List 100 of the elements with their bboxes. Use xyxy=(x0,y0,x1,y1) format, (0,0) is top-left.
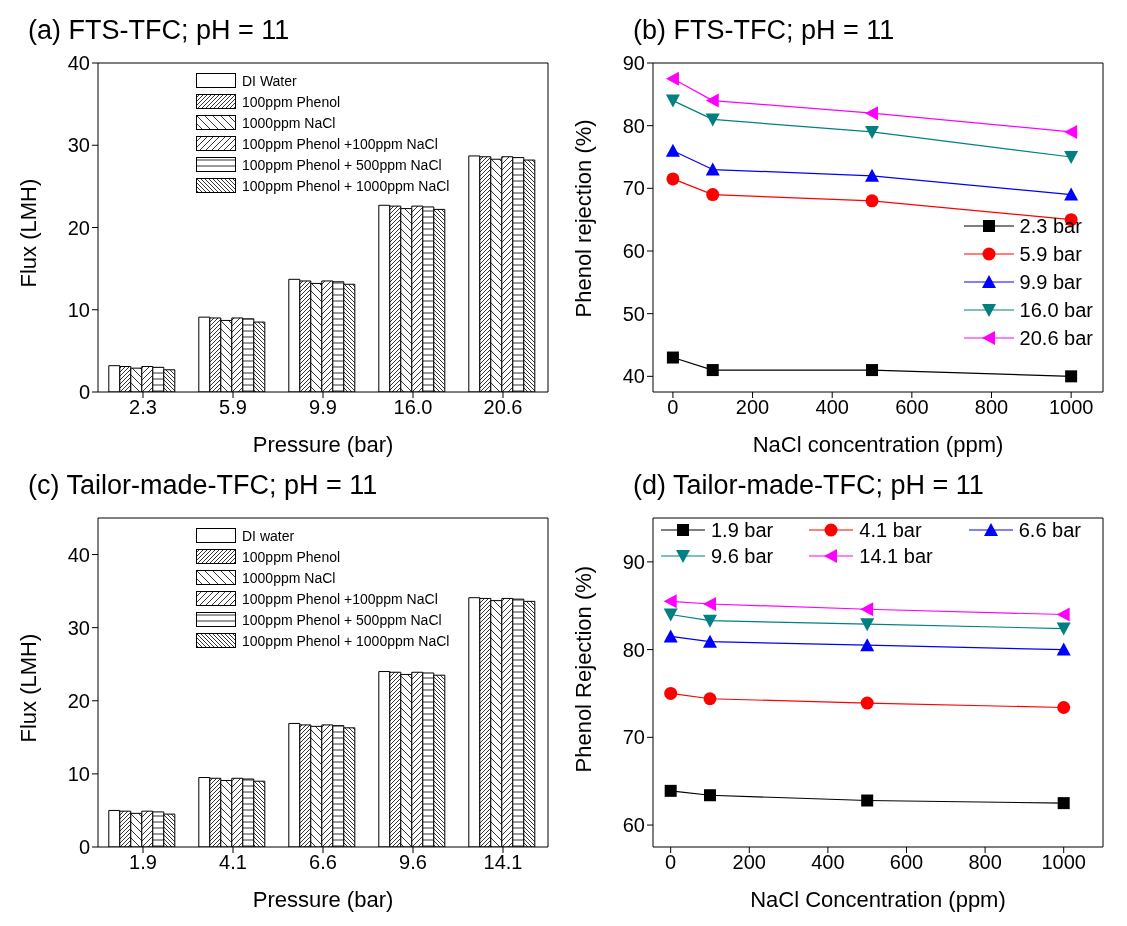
y-axis-title: Phenol rejection (%) xyxy=(570,119,596,318)
point xyxy=(705,113,720,127)
x-tick-label: 6.6 xyxy=(309,851,337,874)
point xyxy=(1056,642,1071,656)
legend-label: 100ppm Phenol xyxy=(242,93,341,110)
point xyxy=(702,634,717,648)
x-tick-label: 800 xyxy=(968,851,1002,874)
x-tick-label: 5.9 xyxy=(219,396,247,419)
point xyxy=(705,93,719,108)
x-axis-title: Pressure (bar) xyxy=(252,887,394,912)
legend-label: 100ppm Phenol + 500ppm NaCl xyxy=(242,611,442,628)
point xyxy=(702,596,716,611)
point xyxy=(861,794,874,807)
y-tick-label: 40 xyxy=(67,543,90,566)
point xyxy=(860,618,875,632)
point xyxy=(703,789,716,802)
y-tick-label: 10 xyxy=(67,298,90,321)
legend-label: 4.1 bar xyxy=(859,518,922,542)
x-tick-label: 14.1 xyxy=(483,851,523,874)
y-tick-label: 10 xyxy=(67,762,90,785)
point xyxy=(860,638,875,652)
y-tick-label: 80 xyxy=(622,638,645,661)
x-tick-label: 1.9 xyxy=(129,851,157,874)
x-tick-label: 4.1 xyxy=(219,851,247,874)
point xyxy=(665,71,679,86)
point xyxy=(865,194,879,208)
legend-label: 5.9 bar xyxy=(1019,242,1082,266)
legend-label: 1.9 bar xyxy=(711,518,774,542)
chart-title: (d) Tailor-made-TFC; pH = 11 xyxy=(632,469,985,502)
x-tick-label: 400 xyxy=(811,851,845,874)
point xyxy=(1064,187,1079,201)
y-tick-label: 30 xyxy=(67,616,90,639)
point xyxy=(1065,370,1078,383)
y-tick-label: 90 xyxy=(622,550,645,573)
point xyxy=(703,692,717,706)
y-axis-title: Phenol Rejection (%) xyxy=(570,565,596,773)
legend-label: 100ppm Phenol + 500ppm NaCl xyxy=(242,156,442,173)
y-tick-label: 70 xyxy=(622,177,645,200)
x-tick-label: 9.6 xyxy=(399,851,427,874)
point xyxy=(665,94,680,108)
chart-title: (b) FTS-TFC; pH = 11 xyxy=(632,14,896,47)
legend-label: DI Water xyxy=(242,72,297,89)
legend-label: 100ppm Phenol xyxy=(242,548,341,565)
y-tick-label: 70 xyxy=(622,726,645,749)
legend-label: 1000ppm NaCl xyxy=(242,114,336,131)
y-tick-label: 40 xyxy=(622,365,645,388)
x-axis-title: NaCl Concentration (ppm) xyxy=(750,887,1006,912)
x-tick-label: 600 xyxy=(889,851,924,874)
point xyxy=(865,106,879,121)
point xyxy=(666,172,680,186)
x-tick-label: 9.9 xyxy=(309,396,337,419)
y-tick-label: 0 xyxy=(78,381,90,404)
point xyxy=(866,364,879,377)
legend-label: 6.6 bar xyxy=(1018,518,1081,542)
x-tick-label: 1000 xyxy=(1041,851,1086,874)
y-tick-label: 0 xyxy=(78,836,90,859)
x-tick-label: 600 xyxy=(895,396,929,419)
x-tick-label: 0 xyxy=(667,396,679,419)
point xyxy=(1056,607,1070,622)
legend-label: 14.1 bar xyxy=(859,544,933,568)
x-tick-label: 2.3 xyxy=(129,396,157,419)
point xyxy=(865,168,880,182)
x-tick-label: 1000 xyxy=(1048,396,1094,419)
x-tick-label: 200 xyxy=(732,851,766,874)
legend-label: 16.0 bar xyxy=(1019,298,1093,322)
legend-label: 100ppm Phenol + 1000ppm NaCl xyxy=(242,632,450,649)
point xyxy=(705,162,720,176)
x-tick-label: 16.0 xyxy=(393,396,433,419)
x-axis-title: Pressure (bar) xyxy=(252,432,394,457)
point xyxy=(663,608,678,622)
point xyxy=(702,614,717,628)
legend-label: 1000ppm NaCl xyxy=(242,569,336,586)
point xyxy=(663,629,678,643)
point xyxy=(663,594,677,609)
y-tick-label: 20 xyxy=(67,216,90,239)
x-tick-label: 800 xyxy=(974,396,1009,419)
point xyxy=(1057,797,1070,810)
point xyxy=(860,602,874,617)
point xyxy=(664,784,677,797)
point xyxy=(665,143,680,157)
y-axis-title: Flux (LMH) xyxy=(15,633,41,743)
y-tick-label: 60 xyxy=(622,240,645,263)
point xyxy=(706,188,720,202)
legend-label: 2.3 bar xyxy=(1019,214,1082,238)
point xyxy=(865,125,880,139)
x-axis-title: NaCl concentration (ppm) xyxy=(752,432,1004,457)
legend-label: 20.6 bar xyxy=(1019,326,1093,350)
point xyxy=(1064,124,1078,139)
point xyxy=(666,351,679,364)
point xyxy=(706,364,719,377)
y-tick-label: 30 xyxy=(67,134,90,157)
x-tick-label: 20.6 xyxy=(483,396,523,419)
x-tick-label: 400 xyxy=(815,396,849,419)
point xyxy=(1057,701,1071,714)
chart-title: (c) Tailor-made-TFC; pH = 11 xyxy=(27,469,379,502)
y-tick-label: 40 xyxy=(67,52,90,75)
legend-label: 100ppm Phenol +100ppm NaCl xyxy=(242,590,438,607)
point xyxy=(664,686,678,700)
x-tick-label: 200 xyxy=(735,396,770,419)
point xyxy=(860,696,874,710)
